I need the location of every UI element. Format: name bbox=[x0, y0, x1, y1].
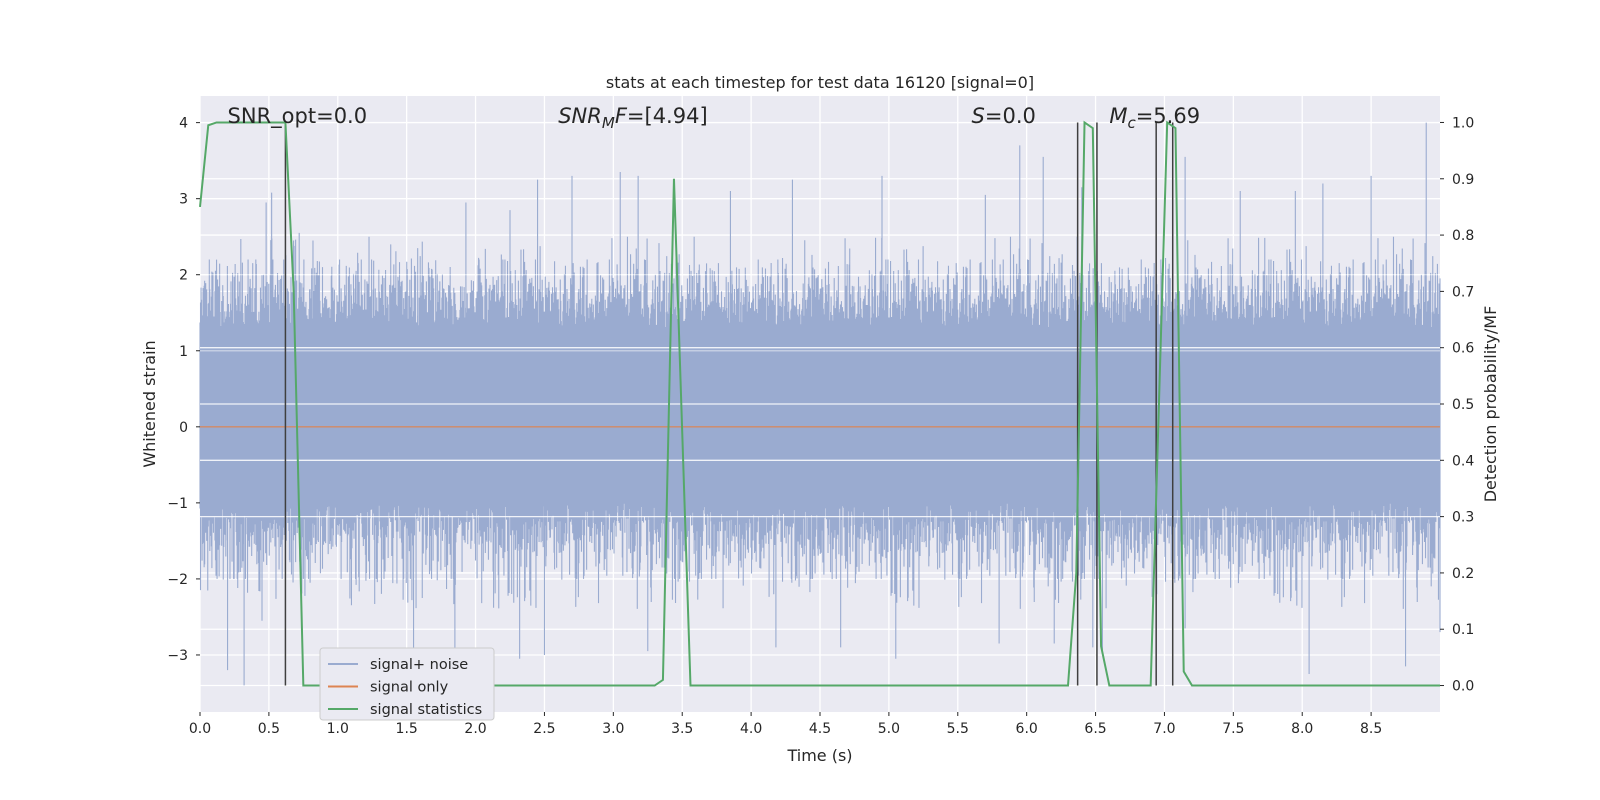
y-right-tick-label-6: 0.6 bbox=[1452, 341, 1474, 357]
y-right-tick-label-1: 0.1 bbox=[1452, 622, 1474, 638]
y-left-tick-label-4: 1 bbox=[179, 344, 188, 360]
x-tick-label-1: 0.5 bbox=[258, 721, 280, 737]
y-right-tick-label-10: 1.0 bbox=[1452, 115, 1474, 131]
x-tick-label-11: 5.5 bbox=[947, 721, 969, 737]
legend-label-2: signal statistics bbox=[370, 702, 482, 718]
y-left-tick-label-6: 3 bbox=[179, 192, 188, 208]
annotation-1: SNRMF=[4.94] bbox=[558, 104, 707, 132]
annotation-2: S=0.0 bbox=[972, 104, 1036, 128]
y-left-axis-ticks: −3 −2 −1 0 1 2 3 4 bbox=[167, 116, 200, 664]
y-right-tick-label-5: 0.5 bbox=[1452, 397, 1474, 413]
chart-title: stats at each timestep for test data 161… bbox=[606, 73, 1034, 92]
legend: signal+ noise signal only signal statistic… bbox=[319, 647, 495, 721]
x-tick-label-8: 4.0 bbox=[740, 721, 762, 737]
y-right-tick-label-8: 0.8 bbox=[1452, 228, 1474, 244]
y-right-tick-label-7: 0.7 bbox=[1452, 284, 1474, 300]
x-tick-label-12: 6.0 bbox=[1016, 721, 1038, 737]
annotation-0: SNR_opt=0.0 bbox=[228, 104, 368, 129]
series-signal-statistics bbox=[199, 120, 1440, 687]
y-right-axis-label: Detection probability/MF bbox=[1481, 306, 1500, 503]
x-tick-label-10: 5.0 bbox=[878, 721, 900, 737]
x-tick-label-2: 1.0 bbox=[327, 721, 349, 737]
x-tick-label-9: 4.5 bbox=[809, 721, 831, 737]
x-tick-label-6: 3.0 bbox=[602, 721, 624, 737]
annotations: SNR_opt=0.0 SNRMF=[4.94] S=0.0 Mc=5.69 bbox=[228, 104, 1201, 132]
x-tick-label-3: 1.5 bbox=[396, 721, 418, 737]
signal-statistics-line bbox=[199, 120, 1440, 687]
y-right-axis-ticks: 0.0 0.1 0.2 0.3 0.4 0.5 0.6 0.7 0.8 0.9 1.0 bbox=[1440, 115, 1474, 695]
x-tick-label-17: 8.5 bbox=[1360, 721, 1382, 737]
y-right-tick-label-0: 0.0 bbox=[1452, 679, 1474, 695]
x-tick-label-0: 0.0 bbox=[189, 721, 211, 737]
annotation-3: Mc=5.69 bbox=[1109, 104, 1200, 132]
y-left-tick-label-7: 4 bbox=[179, 116, 188, 132]
y-right-tick-label-9: 0.9 bbox=[1452, 172, 1474, 188]
x-tick-label-4: 2.0 bbox=[464, 721, 486, 737]
x-tick-label-15: 7.5 bbox=[1222, 721, 1244, 737]
y-left-axis-label: Whitened strain bbox=[140, 340, 159, 467]
y-right-tick-label-2: 0.2 bbox=[1452, 566, 1474, 582]
y-left-tick-label-2: −1 bbox=[167, 496, 188, 512]
legend-label-1: signal only bbox=[370, 680, 449, 696]
y-left-tick-label-5: 2 bbox=[179, 268, 188, 284]
y-left-tick-label-1: −2 bbox=[167, 572, 188, 588]
x-tick-label-13: 6.5 bbox=[1084, 721, 1106, 737]
x-axis-ticks: 0.0 0.5 1.0 1.5 2.0 2.5 3.0 3.5 4.0 4.5 5.0 5.5 6.0 6… bbox=[189, 712, 1382, 737]
y-right-tick-label-3: 0.3 bbox=[1452, 510, 1474, 526]
series-signal-noise bbox=[199, 122, 1441, 686]
x-axis-label: Time (s) bbox=[786, 746, 852, 765]
y-right-tick-label-4: 0.4 bbox=[1452, 453, 1474, 469]
y-left-tick-label-0: −3 bbox=[167, 648, 188, 664]
legend-box bbox=[319, 647, 495, 721]
x-tick-label-7: 3.5 bbox=[671, 721, 693, 737]
x-tick-label-14: 7.0 bbox=[1153, 721, 1175, 737]
x-tick-label-5: 2.5 bbox=[533, 721, 555, 737]
x-tick-label-16: 8.0 bbox=[1291, 721, 1313, 737]
y-left-tick-label-3: 0 bbox=[179, 420, 188, 436]
legend-label-0: signal+ noise bbox=[370, 657, 468, 673]
